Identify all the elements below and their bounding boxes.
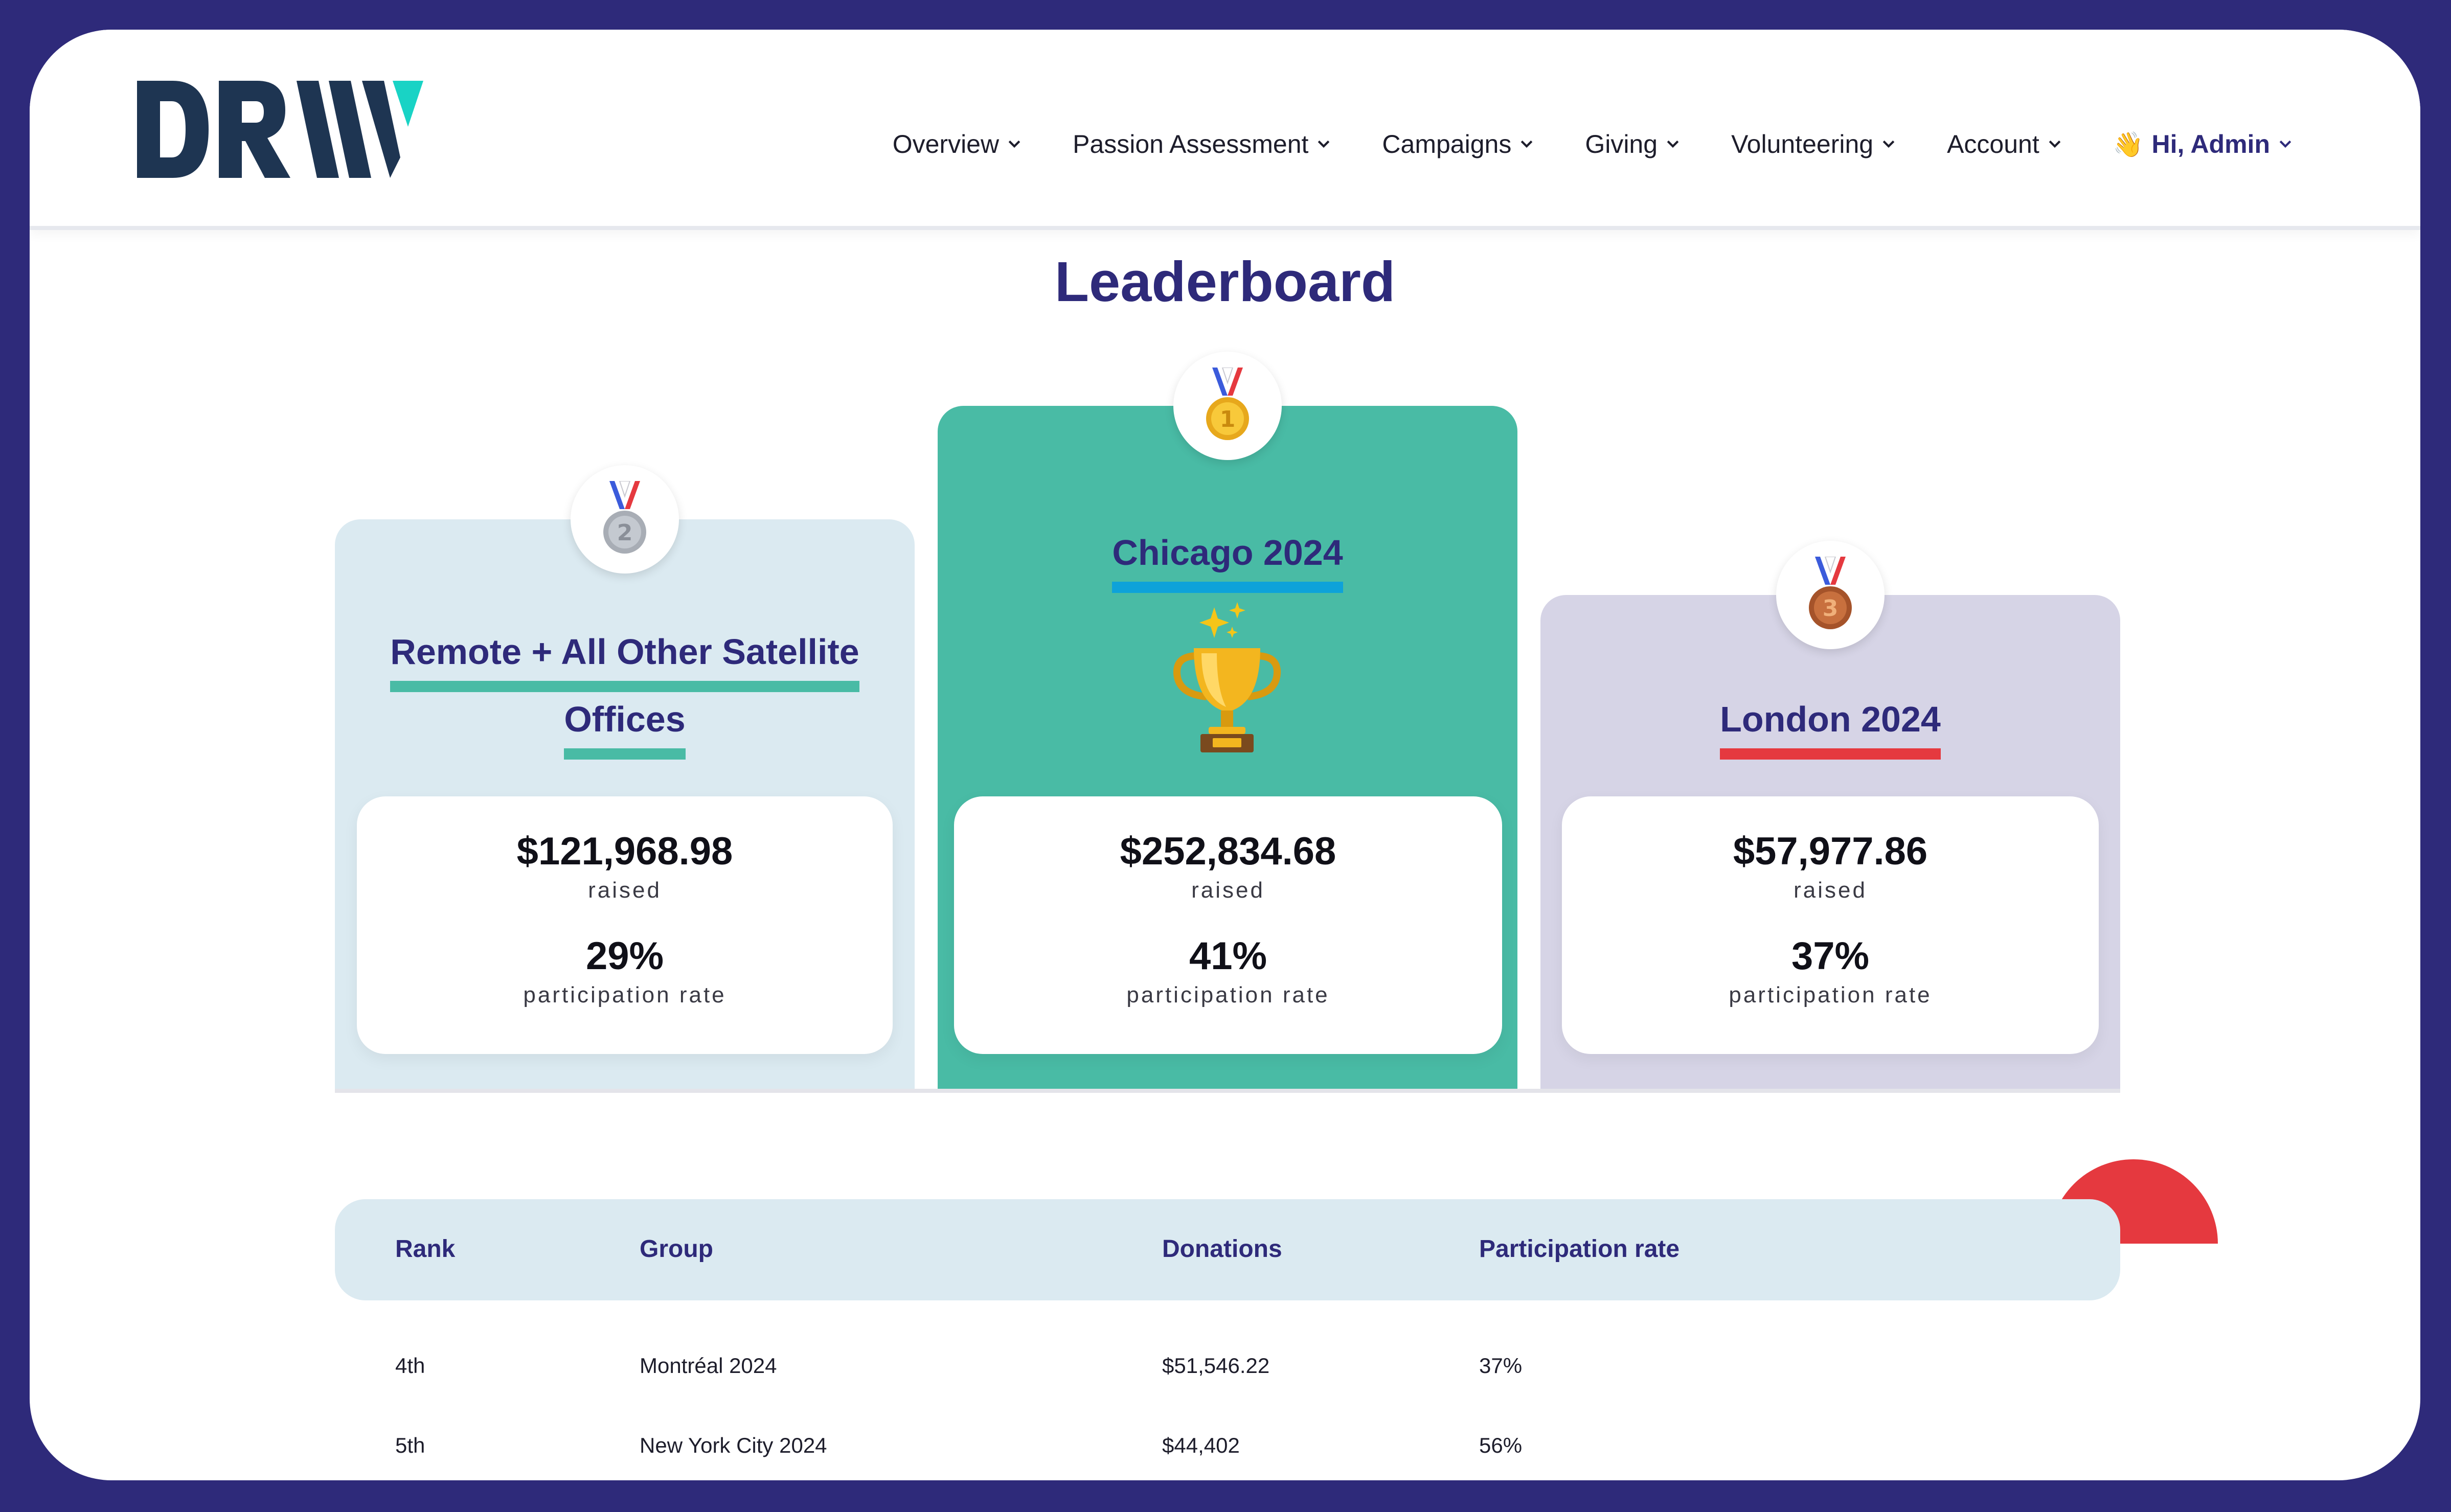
page-title: Leaderboard xyxy=(1054,250,1396,313)
group-name-line: Offices xyxy=(564,692,686,760)
amount-label: raised xyxy=(1794,878,1867,903)
stat-card-second: $121,968.98 raised 29% participation rat… xyxy=(357,796,893,1054)
table-row: 4th Montréal 2024 $51,546.22 37% xyxy=(335,1338,2120,1405)
gold-medal-icon: 1 xyxy=(1206,368,1249,440)
column-header-donations[interactable]: Donations xyxy=(1162,1235,1282,1263)
silver-medal-badge: 2 xyxy=(571,465,679,574)
participation-value: 41% xyxy=(1189,934,1267,978)
table-row: 5th New York City 2024 $44,402 56% xyxy=(335,1418,2120,1480)
user-greeting: Hi, Admin xyxy=(2151,130,2270,158)
podium-base xyxy=(335,1089,2120,1093)
column-header-group[interactable]: Group xyxy=(640,1235,713,1263)
group-name-first[interactable]: Chicago 2024 xyxy=(938,525,1517,593)
bronze-medal-icon: 3 xyxy=(1809,557,1852,629)
nav-label: Volunteering xyxy=(1731,130,1874,158)
cell-donations: $51,546.22 xyxy=(1162,1354,1270,1378)
participation-value: 29% xyxy=(585,934,664,978)
nav-passion-assessment[interactable]: Passion Assessment xyxy=(1073,129,1331,159)
column-header-participation[interactable]: Participation rate xyxy=(1479,1235,1680,1263)
silver-medal-icon: 2 xyxy=(603,481,646,554)
trophy-icon xyxy=(1173,602,1281,752)
chevron-down-icon xyxy=(2279,140,2291,148)
nav-account[interactable]: Account xyxy=(1947,129,2062,159)
top-header: Overview Passion Assessment Campaigns Gi… xyxy=(30,30,2420,230)
nav-label: Overview xyxy=(892,130,1000,158)
drw-logo[interactable] xyxy=(137,81,423,178)
chevron-down-icon xyxy=(1008,140,1020,148)
participation-label: participation rate xyxy=(1729,982,1932,1007)
participation-label: participation rate xyxy=(1126,982,1330,1007)
wave-icon: 👋 xyxy=(2113,131,2144,158)
nav-label: Account xyxy=(1947,130,2039,158)
group-name-line: Remote + All Other Satellite xyxy=(390,625,859,692)
bronze-medal-badge: 3 xyxy=(1776,541,1885,649)
group-name-second[interactable]: Remote + All Other Satellite Offices xyxy=(335,625,915,760)
participation-label: participation rate xyxy=(523,982,727,1007)
stat-card-third: $57,977.86 raised 37% participation rate xyxy=(1562,796,2099,1054)
amount-label: raised xyxy=(588,878,662,903)
svg-text:1: 1 xyxy=(1220,406,1236,432)
cell-donations: $44,402 xyxy=(1162,1433,1240,1457)
cell-rank: 5th xyxy=(395,1433,425,1457)
chevron-down-icon xyxy=(1667,140,1679,148)
chevron-down-icon xyxy=(1318,140,1330,148)
app-frame: Overview Passion Assessment Campaigns Gi… xyxy=(30,30,2420,1480)
cell-group: Montréal 2024 xyxy=(640,1354,777,1378)
chevron-down-icon xyxy=(2049,140,2061,148)
column-header-rank[interactable]: Rank xyxy=(395,1235,456,1263)
gold-medal-badge: 1 xyxy=(1173,352,1282,460)
nav-label: Campaigns xyxy=(1382,130,1512,158)
group-name-line: London 2024 xyxy=(1720,692,1941,760)
nav-volunteering[interactable]: Volunteering xyxy=(1731,129,1896,159)
amount-raised: $57,977.86 xyxy=(1733,830,1928,873)
chevron-down-icon xyxy=(1882,140,1895,148)
chevron-down-icon xyxy=(1521,140,1533,148)
nav-label: Passion Assessment xyxy=(1073,130,1309,158)
participation-value: 37% xyxy=(1791,934,1870,978)
cell-group: New York City 2024 xyxy=(640,1433,827,1457)
stat-card-first: $252,834.68 raised 41% participation rat… xyxy=(954,796,1502,1054)
svg-text:2: 2 xyxy=(617,520,633,546)
svg-text:3: 3 xyxy=(1823,595,1839,622)
group-name-line: Chicago 2024 xyxy=(1112,525,1343,593)
group-name-third[interactable]: London 2024 xyxy=(1540,692,2120,760)
leaderboard-table-header: Rank Group Donations Participation rate xyxy=(335,1199,2120,1300)
cell-rank: 4th xyxy=(395,1354,425,1378)
amount-raised: $252,834.68 xyxy=(1120,830,1336,873)
amount-raised: $121,968.98 xyxy=(516,830,733,873)
nav-label: Giving xyxy=(1585,130,1658,158)
nav-overview[interactable]: Overview xyxy=(893,129,1022,159)
main-nav: Overview Passion Assessment Campaigns Gi… xyxy=(893,129,2293,159)
nav-campaigns[interactable]: Campaigns xyxy=(1382,129,1534,159)
user-menu[interactable]: 👋 Hi, Admin xyxy=(2113,129,2293,159)
cell-participation: 56% xyxy=(1479,1433,1523,1457)
amount-label: raised xyxy=(1191,878,1265,903)
nav-giving[interactable]: Giving xyxy=(1585,129,1680,159)
cell-participation: 37% xyxy=(1479,1354,1523,1378)
